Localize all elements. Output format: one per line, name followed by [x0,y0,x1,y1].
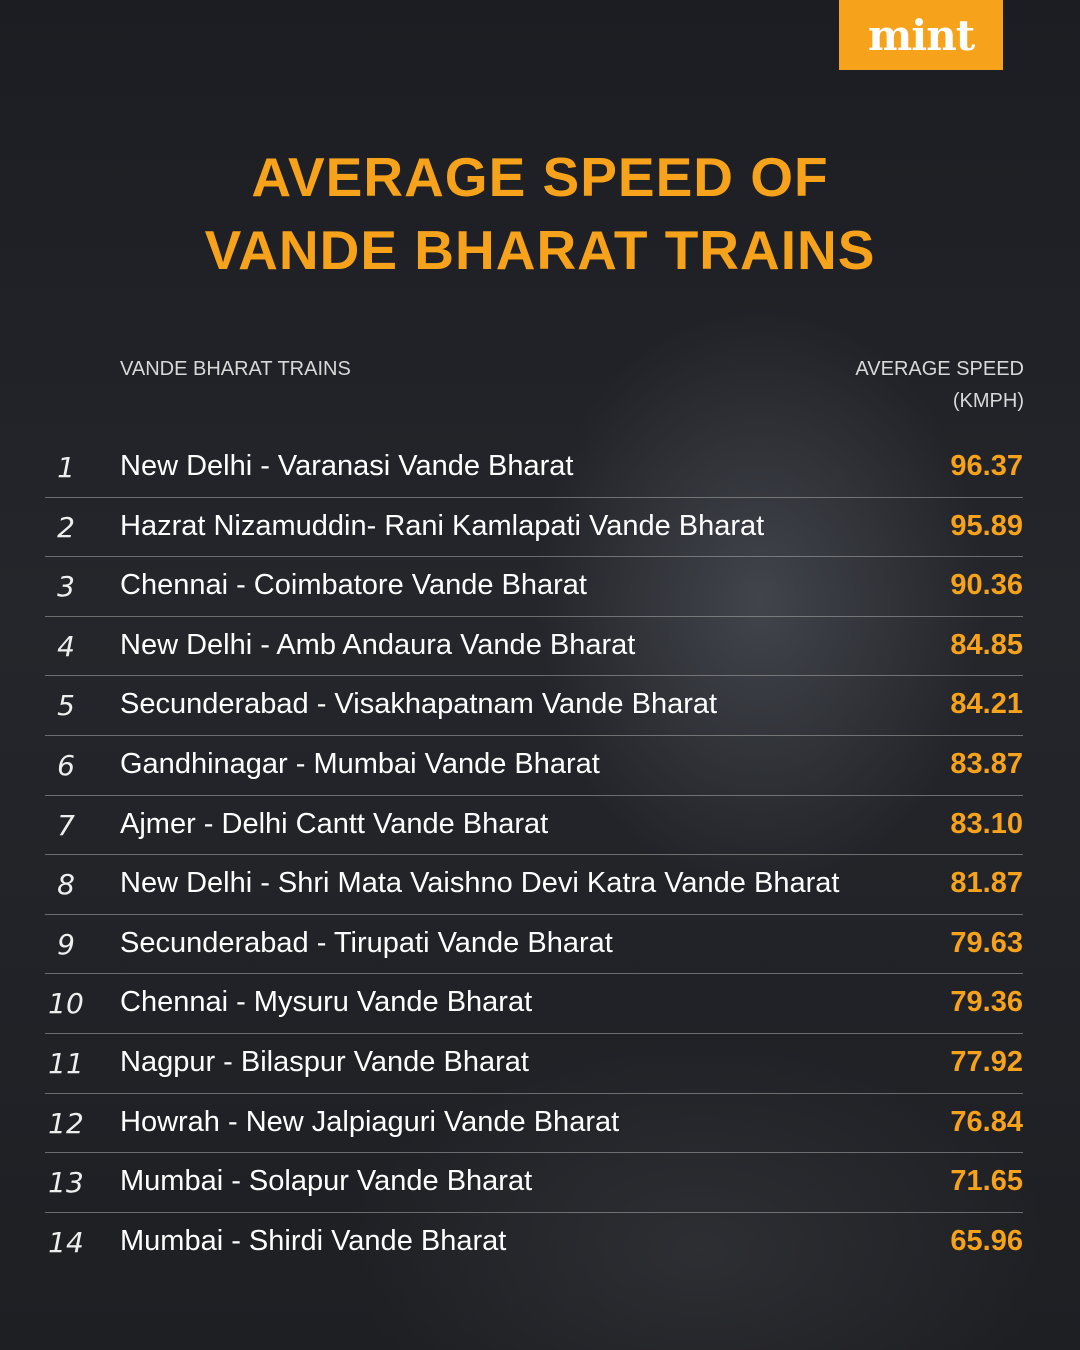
table-row: 6 Gandhinagar - Mumbai Vande Bharat 83.87 [45,736,1023,796]
rank: 2 [57,510,75,544]
table-row: 2 Hazrat Nizamuddin- Rani Kamlapati Vande… [45,498,1023,558]
table-row: 4 New Delhi - Amb Andaura Vande Bharat 84.… [45,617,1023,677]
train-name: Secunderabad - Visakhapatnam Vande Bhara… [120,688,718,721]
average-speed: 81.87 [950,867,1023,900]
title-line: AVERAGE SPEED OF [251,146,829,208]
table-row: 8 New Delhi - Shri Mata Vaishno Devi Katr… [45,855,1023,915]
train-name: Nagpur - Bilaspur Vande Bharat [120,1046,529,1078]
table-row: 1 New Delhi - Varanasi Vande Bharat 96.37 [45,438,1023,498]
average-speed: 95.89 [950,509,1023,542]
average-speed: 77.92 [950,1046,1023,1078]
table-row: 13 Mumbai - Solapur Vande Bharat 71.65 [45,1153,1023,1213]
rank: 7 [57,808,75,842]
average-speed: 83.87 [950,748,1023,780]
train-name: Hazrat Nizamuddin- Rani Kamlapati Vande … [120,509,765,542]
average-speed: 71.65 [950,1165,1023,1198]
average-speed: 83.10 [950,807,1023,840]
train-name: Howrah - New Jalpiaguri Vande Bharat [120,1105,620,1138]
table-row: 14 Mumbai - Shirdi Vande Bharat 65.96 [45,1213,1023,1273]
rank: 10 [48,987,84,1021]
title-line: VANDE BHARAT TRAINS [204,219,876,281]
train-name: Chennai - Mysuru Vande Bharat [120,986,533,1019]
average-speed: 65.96 [950,1224,1023,1257]
rank: 5 [57,689,75,723]
average-speed: 90.36 [950,569,1023,602]
train-name: Mumbai - Shirdi Vande Bharat [120,1224,507,1257]
average-speed: 84.85 [950,628,1023,661]
table-row: 7 Ajmer - Delhi Cantt Vande Bharat 83.10 [45,796,1023,856]
train-name: Chennai - Coimbatore Vande Bharat [120,569,587,602]
rank: 4 [57,629,75,663]
table-row: 5 Secunderabad - Visakhapatnam Vande Bhar… [45,676,1023,736]
column-header: VANDE BHARAT TRAINS [120,358,351,380]
rank: 8 [57,868,75,902]
logo: mint [839,0,1003,70]
table-row: 3 Chennai - Coimbatore Vande Bharat 90.36 [45,557,1023,617]
average-speed: 76.84 [950,1105,1023,1138]
train-name: New Delhi - Varanasi Vande Bharat [120,450,574,482]
average-speed: 84.21 [950,688,1023,721]
average-speed: 96.37 [950,450,1023,482]
rank: 13 [48,1166,84,1200]
table-row: 10 Chennai - Mysuru Vande Bharat 79.36 [45,974,1023,1034]
train-name: Mumbai - Solapur Vande Bharat [120,1165,533,1198]
average-speed: 79.63 [950,926,1023,959]
rank: 11 [48,1047,84,1080]
average-speed: 79.36 [950,986,1023,1019]
rank: 14 [48,1225,84,1259]
train-name: New Delhi - Shri Mata Vaishno Devi Katra… [120,867,840,900]
train-name: Gandhinagar - Mumbai Vande Bharat [120,748,600,780]
rank: 3 [57,570,75,604]
table-row: 9 Secunderabad - Tirupati Vande Bharat 79.… [45,915,1023,975]
rank: 9 [57,927,75,961]
train-name: New Delhi - Amb Andaura Vande Bharat [120,628,636,661]
rank: 12 [48,1106,84,1140]
table-row: 12 Howrah - New Jalpiaguri Vande Bharat 76… [45,1094,1023,1154]
rank: 6 [57,749,75,782]
table-row: 11 Nagpur - Bilaspur Vande Bharat 77.92 [45,1034,1023,1094]
rank: 1 [57,451,75,484]
column-header: AVERAGE SPEED (KMPH) [855,358,1024,412]
train-name: Secunderabad - Tirupati Vande Bharat [120,926,613,959]
train-name: Ajmer - Delhi Cantt Vande Bharat [120,807,549,840]
